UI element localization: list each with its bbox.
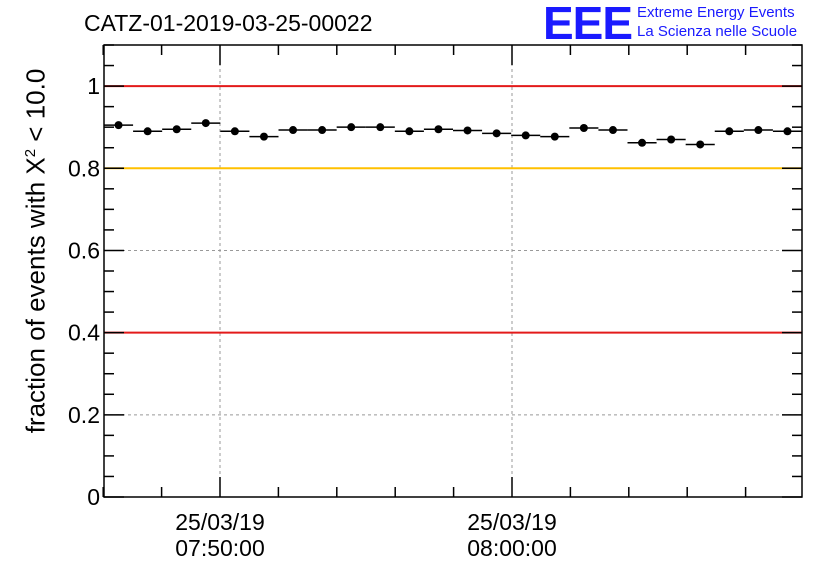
data-point (667, 135, 676, 144)
data-point (347, 123, 356, 132)
data-point (492, 129, 501, 138)
data-points (104, 119, 802, 149)
y-tick-label: 0 (87, 484, 100, 510)
x-tick-label: 07:50:00 (175, 535, 265, 561)
y-tick-label: 0.8 (68, 155, 100, 181)
logo-text: Extreme Energy Events La Scienza nelle S… (637, 3, 797, 41)
data-point (725, 127, 734, 136)
logo-line-2: La Scienza nelle Scuole (637, 23, 798, 40)
reference-lines (104, 85, 802, 334)
chart-title: CATZ-01-2019-03-25-00022 (84, 10, 373, 36)
data-point (608, 126, 617, 135)
data-point (463, 126, 472, 135)
y-tick-label: 0.2 (68, 402, 100, 428)
y-axis-label-suffix: < 10.0 (20, 68, 51, 149)
data-point (143, 127, 152, 136)
y-tick-label: 0.6 (68, 237, 100, 263)
x-tick-label: 25/03/19 (467, 509, 557, 535)
y-axis-label: fraction of events with X2 < 10.0 (21, 69, 52, 434)
data-point (434, 125, 443, 134)
x-tick-label: 25/03/19 (175, 509, 265, 535)
y-axis-label-prefix: fraction of events with X (20, 157, 51, 434)
data-point (696, 140, 705, 149)
data-point (289, 126, 298, 135)
eee-logo: EEE (543, 0, 633, 49)
data-point (783, 127, 792, 136)
data-point (550, 132, 559, 141)
data-point (318, 126, 327, 135)
data-point (638, 138, 647, 147)
y-axis-label-exponent: 2 (21, 148, 39, 158)
y-tick-label: 0.4 (68, 320, 100, 346)
data-point (521, 131, 530, 140)
data-point (172, 125, 181, 134)
data-point (114, 121, 123, 130)
x-tick-label: 08:00:00 (467, 535, 557, 561)
data-point (405, 127, 414, 136)
grid-layer (104, 45, 802, 497)
data-point (579, 124, 588, 133)
logo-line-1: Extreme Energy Events (637, 4, 795, 21)
data-point (259, 132, 268, 141)
plot-frame (103, 44, 803, 498)
data-point (376, 123, 385, 132)
tick-labels: 00.20.40.60.8125/03/1907:50:0025/03/1908… (68, 73, 557, 561)
data-point (754, 126, 763, 135)
y-tick-label: 1 (87, 73, 100, 99)
axis-ticks (102, 44, 802, 498)
data-point (230, 127, 239, 136)
data-point (201, 119, 210, 128)
